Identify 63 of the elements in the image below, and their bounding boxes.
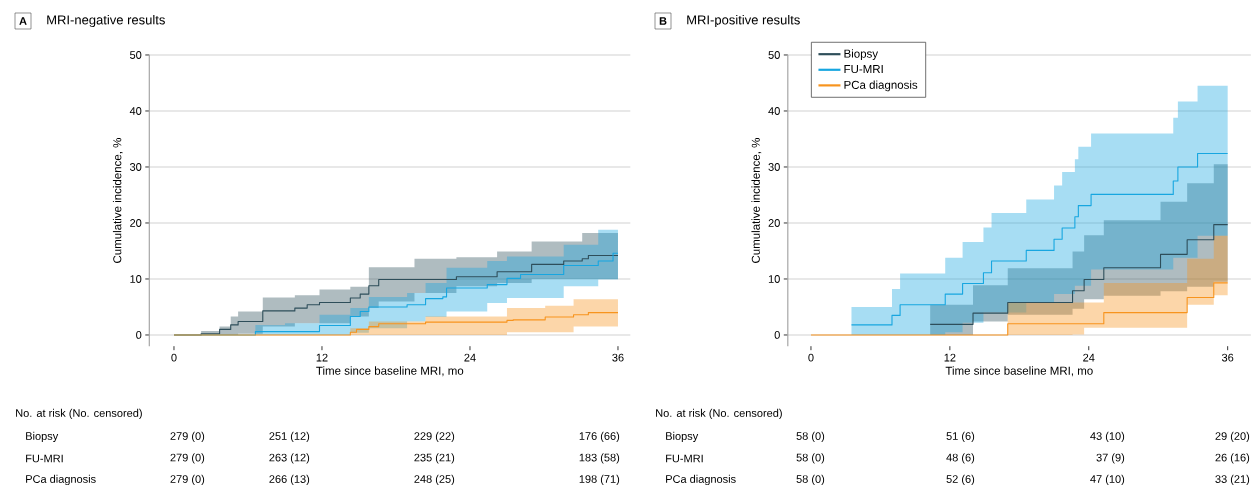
text: 176 (66) xyxy=(579,431,620,443)
text: 229 (22) xyxy=(414,431,455,443)
text: 51 (6) xyxy=(946,431,975,443)
text: FU-MRI xyxy=(666,454,703,463)
text: PCa diagnosis xyxy=(26,474,96,486)
text: 279 (0) xyxy=(170,453,205,464)
y-axis-title: Cumulative incidence, % xyxy=(112,138,123,263)
text: 251 (12) xyxy=(269,431,310,443)
text: 248 (25) xyxy=(414,474,455,486)
legend-label: FU-MRI xyxy=(844,65,883,74)
x-tick-label: 0 xyxy=(171,353,177,362)
text: 58 (0) xyxy=(796,431,825,443)
text: 279 (0) xyxy=(170,431,205,443)
text: PCa diagnosis xyxy=(666,474,736,486)
text: B xyxy=(659,17,667,25)
text: 263 (12) xyxy=(269,453,310,464)
text: 198 (71) xyxy=(579,474,620,486)
y-tick-label: 30 xyxy=(129,163,142,171)
text: 29 (20) xyxy=(1215,431,1250,443)
text: 235 (21) xyxy=(414,453,455,464)
x-axis-title: Time since baseline MRI, mo xyxy=(316,366,464,377)
x-tick-label: 36 xyxy=(612,353,624,362)
x-tick-label: 0 xyxy=(808,353,814,362)
y-tick-label: 30 xyxy=(768,163,780,171)
text: 48 (6) xyxy=(946,453,975,464)
text: Biopsy xyxy=(666,431,699,443)
text: A xyxy=(19,17,27,25)
x-tick-label: 36 xyxy=(1221,353,1234,362)
text: 52 (6) xyxy=(946,474,975,486)
legend-label: PCa diagnosis xyxy=(844,80,918,92)
text: 279 (0) xyxy=(170,474,205,486)
text: FU-MRI xyxy=(26,454,63,463)
y-tick-label: 10 xyxy=(130,275,142,283)
text: 266 (13) xyxy=(269,474,310,486)
text: 183 (58) xyxy=(579,453,620,464)
chart-title: MRI-negative results xyxy=(47,14,165,28)
x-tick-label: 24 xyxy=(464,353,476,362)
text: 58 (0) xyxy=(796,474,825,486)
text: No. at risk (No. censored) xyxy=(16,408,142,420)
y-tick-label: 20 xyxy=(768,219,780,227)
text: Biopsy xyxy=(26,431,59,443)
text: No. at risk (No. censored) xyxy=(656,408,782,420)
y-tick-label: 40 xyxy=(768,107,780,115)
text: 33 (21) xyxy=(1215,474,1250,486)
x-tick-label: 24 xyxy=(1083,353,1095,362)
text: 37 (9) xyxy=(1096,453,1125,464)
y-tick-label: 20 xyxy=(130,219,142,227)
y-tick-label: 50 xyxy=(768,51,780,59)
chart-title: MRI-positive results xyxy=(687,14,800,28)
text: 58 (0) xyxy=(796,453,825,464)
y-tick-label: 0 xyxy=(136,331,142,339)
legend-label: Biopsy xyxy=(844,49,879,60)
x-axis-title: Time since baseline MRI, mo xyxy=(945,366,1093,377)
x-tick-label: 12 xyxy=(944,353,956,362)
text: 47 (10) xyxy=(1090,474,1125,486)
x-tick-label: 12 xyxy=(316,353,328,362)
y-tick-label: 10 xyxy=(768,275,780,283)
y-tick-label: 50 xyxy=(129,51,142,59)
text: 43 (10) xyxy=(1090,431,1125,443)
text: 26 (16) xyxy=(1215,453,1250,464)
y-tick-label: 0 xyxy=(774,331,780,339)
y-tick-label: 40 xyxy=(129,107,142,115)
y-axis-title: Cumulative incidence, % xyxy=(751,138,762,263)
